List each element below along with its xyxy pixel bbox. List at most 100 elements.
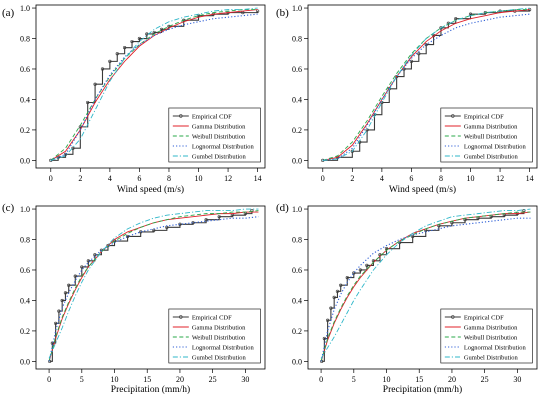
legend-label-empirical: Empirical CDF — [192, 314, 232, 321]
y-tick-label: 0.0 — [20, 357, 30, 366]
x-tick-label: 6 — [137, 174, 141, 183]
plot-frame — [307, 4, 538, 169]
panel-label: (d) — [276, 202, 289, 214]
legend-box — [168, 107, 261, 163]
legend-label-empirical: Empirical CDF — [464, 113, 504, 120]
legend-label-gamma: Gamma Distribution — [464, 123, 518, 130]
y-tick-label: 1.0 — [20, 205, 30, 214]
legend-label-gamma: Gamma Distribution — [192, 324, 246, 331]
y-tick-label: 0.8 — [292, 35, 302, 44]
x-axis-label: Wind speed (m/s) — [389, 184, 456, 195]
empirical-point — [57, 309, 61, 313]
empirical-point — [115, 52, 119, 56]
x-tick-label: 20 — [176, 375, 184, 384]
legend-label-lognormal: Lognormal Distribution — [464, 344, 527, 351]
empirical-point — [417, 52, 421, 56]
series-line-weibull — [50, 9, 258, 161]
x-tick-label: 8 — [167, 174, 171, 183]
legend-label-empirical: Empirical CDF — [464, 314, 504, 321]
y-tick-label: 1.0 — [292, 205, 302, 214]
x-tick-label: 12 — [224, 174, 232, 183]
empirical-point — [395, 74, 399, 79]
legend-label-lognormal: Lognormal Distribution — [464, 143, 527, 150]
legend-marker — [451, 114, 455, 118]
legend-box — [440, 308, 533, 364]
series-line-lognormal — [48, 216, 259, 362]
y-tick-label: 0.2 — [20, 126, 30, 135]
empirical-point — [345, 275, 349, 280]
y-tick-label: 1.0 — [20, 4, 30, 13]
x-tick-label: 0 — [321, 174, 325, 183]
x-tick-label: 5 — [352, 375, 356, 384]
y-tick-label: 0.0 — [20, 156, 30, 165]
series-line-lognormal — [322, 13, 530, 161]
series-line-lognormal — [320, 217, 531, 362]
series-line-empirical — [321, 210, 525, 362]
empirical-point — [178, 222, 182, 226]
empirical-point — [50, 341, 54, 345]
legend: Empirical CDF Gamma Distribution Weibull D… — [168, 107, 261, 163]
x-tick-label: 0 — [319, 375, 323, 384]
empirical-point — [329, 306, 333, 310]
series-line-empirical — [322, 9, 531, 161]
y-tick-label: 0.6 — [292, 65, 302, 74]
panel-a: (a) 0 2 4 6 8 10 12 14 0.0 0.2 0.4 0.6 0.8 1.0 Wind spe… — [2, 4, 266, 195]
x-tick-label: 10 — [195, 174, 203, 183]
legend-label-gumbel: Gumbel Distribution — [464, 153, 519, 160]
legend-label-gumbel: Gumbel Distribution — [464, 354, 519, 361]
x-tick-label: 8 — [439, 174, 443, 183]
empirical-point — [409, 59, 414, 63]
x-tick-label: 20 — [448, 375, 456, 384]
x-axis-label: Precipitation (mm/h) — [111, 384, 190, 395]
empirical-point — [67, 283, 71, 287]
x-tick-label: 10 — [111, 375, 119, 384]
empirical-point — [71, 146, 75, 150]
x-tick-label: 12 — [496, 174, 504, 183]
x-tick-label: 0 — [47, 375, 51, 384]
legend: Empirical CDF Gamma Distribution Weibull D… — [168, 308, 261, 364]
empirical-point — [108, 59, 112, 63]
panel-label: (c) — [2, 202, 15, 214]
x-tick-label: 2 — [350, 174, 354, 183]
panel-b: (b) 0 2 4 6 8 10 12 14 0.0 0.2 0.4 0.6 0.8 1.0 Wind spe… — [276, 4, 538, 195]
empirical-point — [204, 218, 208, 222]
empirical-point — [332, 295, 336, 300]
empirical-point — [365, 128, 369, 132]
empirical-point — [424, 43, 428, 47]
empirical-point — [159, 27, 164, 31]
empirical-point — [335, 289, 340, 293]
legend-label-weibull: Weibull Distribution — [192, 334, 246, 341]
legend-label-gumbel: Gumbel Distribution — [192, 153, 247, 160]
y-tick-label: 0.8 — [20, 35, 30, 44]
series-line-lognormal — [50, 13, 258, 161]
legend-label-empirical: Empirical CDF — [192, 113, 232, 120]
y-tick-label: 0.8 — [20, 236, 30, 245]
y-tick-label: 0.4 — [292, 95, 302, 104]
x-tick-label: 14 — [526, 174, 534, 183]
plot-frame — [35, 205, 266, 370]
legend-label-weibull: Weibull Distribution — [464, 133, 518, 140]
y-tick-label: 0.2 — [20, 327, 30, 336]
legend-label-lognormal: Lognormal Distribution — [192, 344, 255, 351]
empirical-point — [100, 67, 105, 71]
legend-label-lognormal: Lognormal Distribution — [192, 143, 255, 150]
empirical-point — [326, 318, 330, 322]
legend-label-weibull: Weibull Distribution — [464, 334, 518, 341]
x-tick-label: 15 — [143, 375, 151, 384]
y-tick-label: 0.8 — [292, 236, 302, 245]
series-line-gumbel — [322, 7, 530, 161]
legend-box — [440, 107, 533, 163]
panel-label: (a) — [2, 7, 15, 19]
empirical-point — [352, 271, 356, 275]
x-tick-label: 6 — [409, 174, 413, 183]
legend-marker — [179, 315, 183, 319]
x-tick-label: 10 — [467, 174, 475, 183]
y-tick-label: 0.2 — [292, 327, 302, 336]
legend: Empirical CDF Gamma Distribution Weibull D… — [440, 107, 533, 163]
series-line-gumbel — [50, 7, 258, 161]
empirical-point — [123, 46, 127, 50]
x-tick-label: 30 — [241, 375, 249, 384]
x-tick-label: 4 — [108, 174, 112, 183]
legend-marker — [451, 315, 455, 319]
